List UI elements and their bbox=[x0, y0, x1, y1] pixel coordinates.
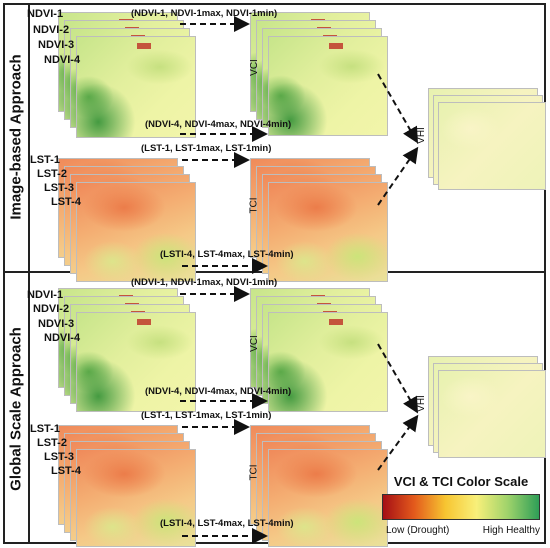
ndvi-bottom-arrow-label: (NDVI-4, NDVI-4max, NDVI-4min) bbox=[145, 119, 292, 130]
lst-top-arrow-label: (LST-1, LST-1max, LST-1min) bbox=[141, 143, 272, 154]
section-title-column-image-based: Image-based Approach bbox=[3, 3, 30, 271]
lst-label: LST-1 bbox=[30, 154, 60, 166]
arrow-vci-to-vhi bbox=[377, 343, 418, 414]
ndvi-label: NDVI-2 bbox=[33, 24, 70, 36]
arrow-tci-to-vhi bbox=[377, 414, 419, 471]
ndvi-label: NDVI-4 bbox=[44, 332, 81, 344]
ndvi-top-arrow-label: (NDVI-1, NDVI-1max, NDVI-1min) bbox=[131, 8, 278, 19]
lst-label: LST-3 bbox=[44, 182, 74, 194]
lst-bottom-arrow-label: (LSTI-4, LST-4max, LST-4min) bbox=[160, 518, 294, 529]
lst-top-arrow-label: (LST-1, LST-1max, LST-1min) bbox=[141, 410, 272, 421]
lst-label: LST-4 bbox=[51, 465, 81, 477]
section-title-column-global: Global Scale Approach bbox=[3, 273, 30, 544]
arrow-vci-to-vhi bbox=[377, 73, 418, 144]
lst-label: LST-2 bbox=[37, 437, 67, 449]
lst-label: LST-4 bbox=[51, 196, 81, 208]
lst-label: LST-1 bbox=[30, 423, 60, 435]
ndvi-label: NDVI-2 bbox=[33, 303, 70, 315]
legend-color-bar bbox=[382, 494, 540, 520]
ndvi-label: NDVI-3 bbox=[38, 318, 75, 330]
color-scale-legend: VCI & TCI Color Scale Low (Drought) High… bbox=[380, 474, 542, 542]
legend-high-label: High Healthy bbox=[482, 525, 540, 536]
arrow-tci-to-vhi bbox=[377, 146, 419, 206]
lst-label: LST-2 bbox=[37, 168, 67, 180]
lst-label: LST-3 bbox=[44, 451, 74, 463]
ndvi-label: NDVI-1 bbox=[27, 8, 64, 20]
legend-low-label: Low (Drought) bbox=[386, 525, 450, 536]
ndvi-top-arrow-label: (NDVI-1, NDVI-1max, NDVI-1min) bbox=[131, 277, 278, 288]
ndvi-label: NDVI-4 bbox=[44, 54, 81, 66]
legend-title: VCI & TCI Color Scale bbox=[393, 474, 529, 489]
ndvi-label: NDVI-1 bbox=[27, 289, 64, 301]
lst-bottom-arrow-label: (LSTI-4, LST-4max, LST-4min) bbox=[160, 249, 294, 260]
ndvi-bottom-arrow-label: (NDVI-4, NDVI-4max, NDVI-4min) bbox=[145, 386, 292, 397]
ndvi-label: NDVI-3 bbox=[38, 39, 75, 51]
